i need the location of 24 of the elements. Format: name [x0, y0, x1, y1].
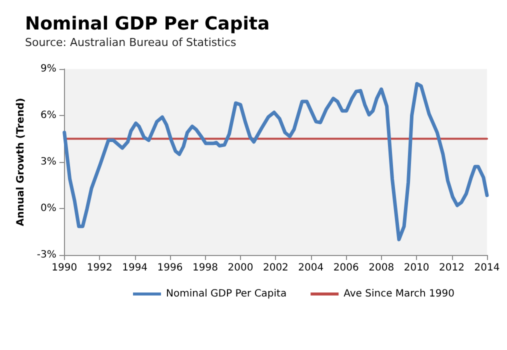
- x-tick-label: 2008: [368, 262, 394, 274]
- line-series: [62, 82, 489, 242]
- x-tick-label: 1994: [122, 262, 148, 274]
- x-tick-label: 2012: [439, 262, 465, 274]
- x-tick-label: 1992: [86, 262, 112, 274]
- y-tick-label: -3%: [36, 250, 56, 260]
- y-tick-label: 6%: [40, 110, 56, 121]
- x-tick-label: 2010: [404, 262, 430, 274]
- x-tick-label: 2000: [228, 262, 254, 274]
- x-tick-label: 2014: [474, 262, 500, 274]
- chart-subtitle: Source: Australian Bureau of Statistics: [25, 36, 237, 49]
- x-tick-label: 1998: [192, 262, 218, 274]
- legend-label: Ave Since March 1990: [344, 288, 455, 300]
- legend-label: Nominal GDP Per Capita: [166, 288, 287, 300]
- y-tick-label: 9%: [40, 64, 56, 74]
- y-axis-title: Annual Growth (Trend): [16, 98, 26, 226]
- y-tick-label: 0%: [40, 203, 56, 214]
- x-tick-label: 2002: [262, 262, 288, 274]
- x-tick-label: 1996: [157, 262, 183, 274]
- y-tick-label: 3%: [40, 156, 56, 168]
- x-tick-label: 1990: [52, 262, 78, 274]
- chart-title: Nominal GDP Per Capita: [25, 14, 270, 34]
- x-tick-label: 2004: [298, 262, 324, 274]
- x-tick-label: 2006: [333, 262, 359, 274]
